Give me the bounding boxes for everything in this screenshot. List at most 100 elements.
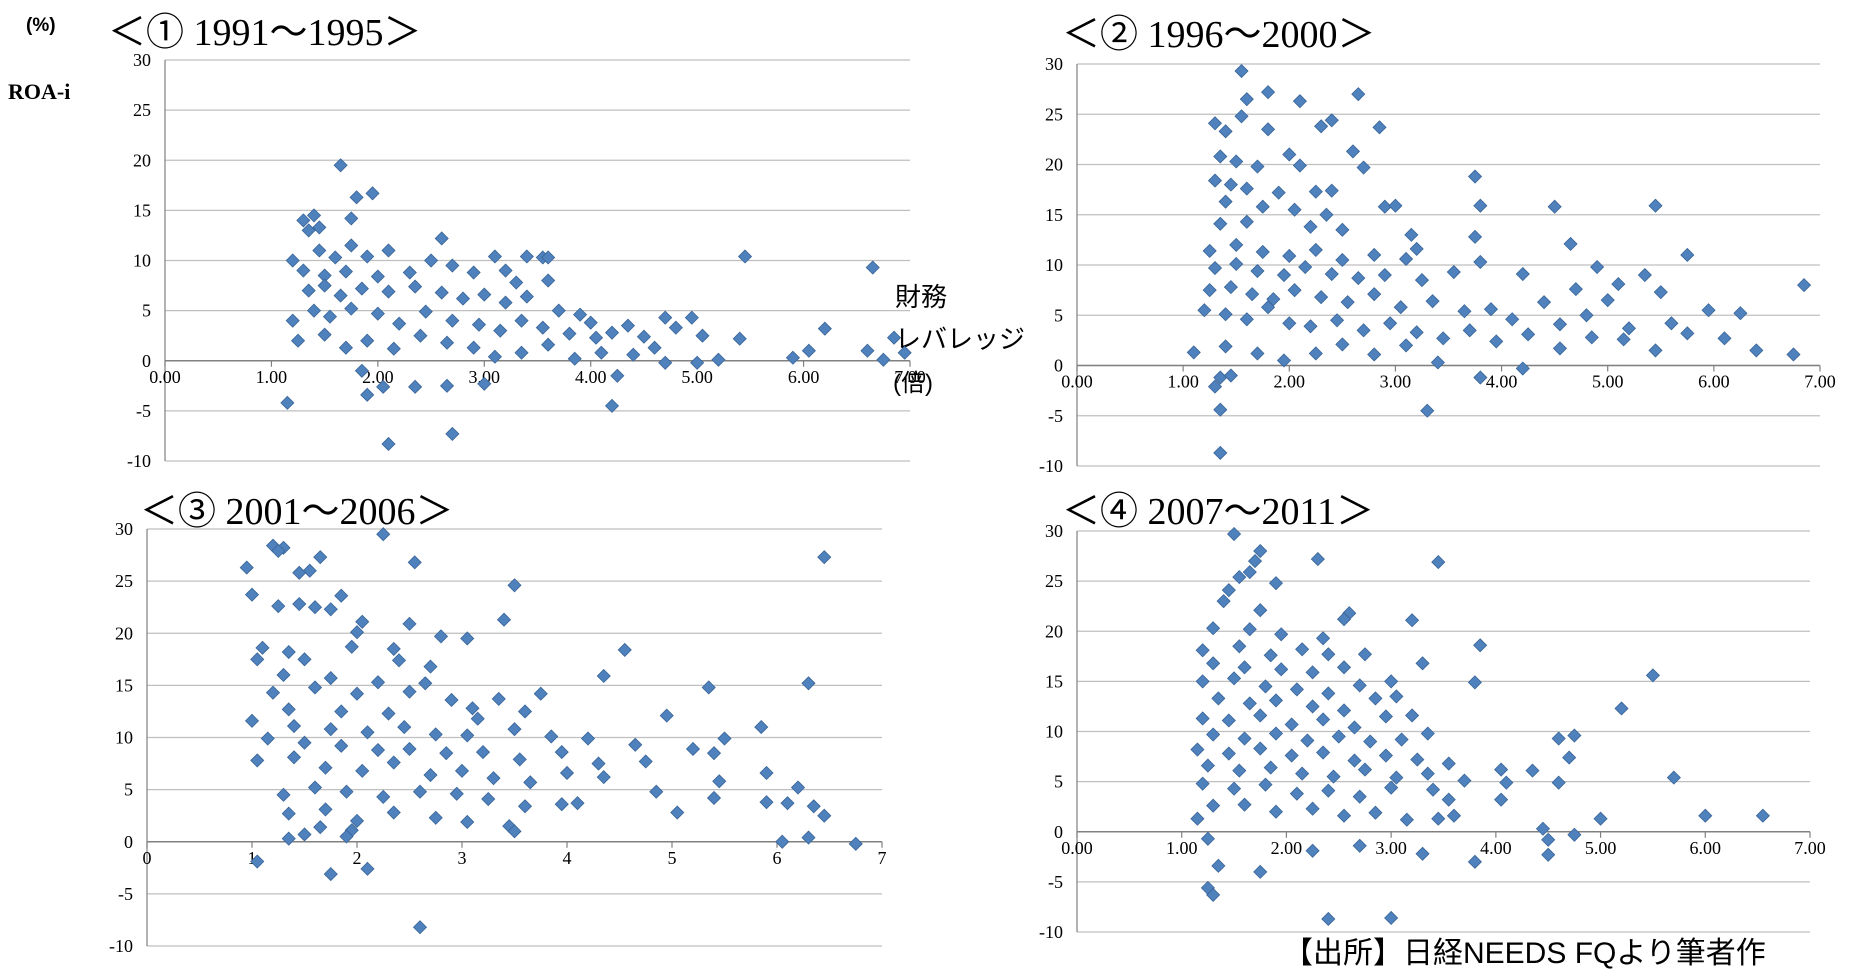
scatter-point bbox=[392, 316, 407, 331]
scatter-point bbox=[533, 686, 548, 701]
y-tick-label: 10 bbox=[1045, 255, 1063, 275]
scatter-point bbox=[1206, 727, 1221, 742]
scatter-point bbox=[1186, 345, 1201, 360]
scatter-point bbox=[1473, 638, 1488, 653]
scatter-point bbox=[1357, 762, 1373, 777]
scatter-point bbox=[271, 599, 286, 614]
scatter-point bbox=[848, 836, 863, 851]
scatter-point bbox=[360, 333, 375, 348]
scatter-point bbox=[1593, 811, 1608, 826]
scatter-point bbox=[1316, 745, 1331, 760]
scatter-point bbox=[1213, 402, 1228, 417]
scatter-point bbox=[712, 774, 727, 789]
scatter-point bbox=[658, 355, 673, 370]
scatter-point bbox=[407, 555, 422, 570]
x-tick-label: 2.00 bbox=[362, 367, 394, 387]
scatter-point bbox=[1206, 656, 1221, 671]
scatter-point bbox=[386, 755, 401, 770]
scatter-point bbox=[1562, 750, 1577, 765]
scatter-point bbox=[302, 563, 317, 578]
scatter-point bbox=[1384, 910, 1399, 926]
y-tick-label: 10 bbox=[133, 251, 151, 271]
scatter-point bbox=[344, 639, 359, 654]
scatter-point bbox=[1218, 307, 1233, 322]
y-tick-label: 15 bbox=[115, 675, 133, 695]
scatter-point bbox=[1268, 726, 1284, 741]
scatter-point bbox=[1797, 278, 1812, 293]
scatter-point bbox=[418, 304, 433, 319]
scatter-point bbox=[349, 813, 365, 828]
scatter-point bbox=[1335, 252, 1350, 268]
scatter-point bbox=[301, 283, 316, 298]
scatter-point bbox=[445, 313, 460, 328]
scatter-point bbox=[317, 327, 332, 342]
scatter-point bbox=[638, 754, 653, 769]
scatter-point bbox=[1489, 334, 1504, 349]
scatter-point bbox=[1253, 603, 1268, 618]
scatter-point bbox=[322, 309, 338, 324]
y-tick-label: 0 bbox=[142, 351, 151, 371]
scatter-panel-1996-2000: ＜② 1996～2000＞30 25 20 15 10 5 0 -5 -10 0.00 1.00 2.… bbox=[1039, 14, 1836, 476]
scatter-point bbox=[276, 787, 291, 802]
scatter-point bbox=[292, 565, 307, 580]
scatter-point bbox=[1190, 811, 1205, 826]
scatter-point bbox=[701, 680, 716, 695]
y-tick-label: 10 bbox=[1045, 722, 1063, 742]
scatter-point bbox=[1282, 147, 1297, 162]
scatter-point bbox=[1525, 763, 1540, 778]
scatter-point bbox=[423, 659, 438, 674]
scatter-point bbox=[370, 269, 385, 284]
scatter-panel-2001-2006: ＜③ 2001～2006＞ 30 25 20 15 10 5 0 -5 -10 0 1 2 3 4 5 6 7 bbox=[109, 491, 887, 956]
scatter-point bbox=[349, 625, 365, 640]
scatter-point bbox=[1255, 199, 1270, 214]
scatter-point bbox=[286, 718, 302, 734]
scatter-point bbox=[355, 763, 370, 778]
scatter-point bbox=[1284, 717, 1299, 732]
scatter-point bbox=[737, 249, 753, 264]
y-tick-label: 5 bbox=[1054, 305, 1063, 325]
scatter-point bbox=[402, 616, 417, 631]
scatter-point bbox=[541, 250, 556, 265]
scatter-point bbox=[376, 527, 391, 542]
scatter-point bbox=[344, 211, 359, 226]
scatter-point bbox=[1260, 122, 1276, 137]
scatter-point bbox=[281, 806, 296, 821]
scatter-point bbox=[860, 343, 875, 358]
x-tick-label: 5.00 bbox=[1585, 838, 1617, 858]
scatter-point bbox=[260, 731, 275, 746]
scatter-point bbox=[1415, 656, 1430, 671]
x-axis-label-line3: (倍) bbox=[893, 370, 933, 397]
scatter-point bbox=[313, 820, 328, 835]
scatter-point bbox=[323, 602, 338, 617]
scatter-point bbox=[1232, 570, 1247, 585]
scatter-point bbox=[1239, 214, 1254, 229]
panel-title: ＜② 1996～2000＞ bbox=[1062, 14, 1376, 56]
scatter-point bbox=[1305, 801, 1320, 816]
scatter-point bbox=[381, 284, 396, 299]
scatter-point bbox=[1384, 780, 1399, 795]
scatter-point bbox=[1319, 207, 1334, 222]
scatter-point bbox=[626, 347, 641, 362]
scatter-point bbox=[1321, 783, 1336, 798]
scatter-point bbox=[1258, 777, 1273, 792]
scatter-point bbox=[1505, 312, 1520, 327]
panel-title: ＜① 1991～1995＞ bbox=[108, 12, 422, 54]
x-tick-label: 4.00 bbox=[575, 367, 607, 387]
scatter-point bbox=[439, 335, 455, 350]
scatter-point bbox=[1584, 330, 1599, 345]
scatter-point bbox=[1483, 302, 1499, 317]
scatter-point bbox=[365, 186, 380, 201]
scatter-point bbox=[706, 790, 722, 806]
scatter-point bbox=[460, 728, 475, 743]
scatter-point bbox=[1345, 144, 1361, 159]
scatter-point bbox=[339, 784, 354, 799]
scatter-point bbox=[1324, 266, 1339, 282]
scatter-point bbox=[1263, 760, 1278, 775]
scatter-point bbox=[1616, 332, 1631, 347]
scatter-point bbox=[1388, 198, 1403, 213]
scatter-point bbox=[596, 770, 611, 785]
scatter-point bbox=[428, 810, 443, 825]
x-tick-label: 1.00 bbox=[1166, 838, 1198, 858]
scatter-point bbox=[297, 735, 312, 750]
scatter-point bbox=[1227, 781, 1242, 796]
